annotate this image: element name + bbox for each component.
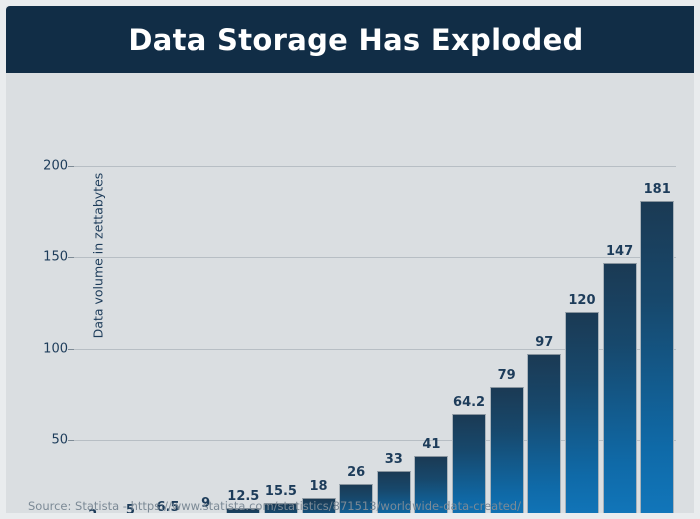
bar-value-label: 147	[605, 243, 634, 259]
bar-value-label: 181	[643, 181, 671, 197]
bar-value-label: 5	[125, 502, 135, 518]
chart-panel: Data volume in zettabytes 050100150200 2…	[6, 73, 694, 513]
bar-2022[interactable]	[527, 353, 562, 513]
bar-value-label: 18	[309, 479, 328, 495]
gridline	[74, 439, 676, 441]
source-note: Source: Statista - https://www.statista.…	[28, 499, 521, 513]
bar-value-label: 120	[568, 293, 596, 308]
bar-value-label: 33	[384, 451, 403, 467]
y-axis-tick-marks	[68, 166, 76, 513]
bar-2020[interactable]	[452, 413, 487, 513]
bar-2024[interactable]	[602, 262, 637, 513]
gridline	[74, 348, 676, 350]
bar-value-label: 64.2	[453, 394, 486, 410]
bar-value-label: 12.5	[227, 489, 260, 505]
y-axis-tick-label: 150	[43, 249, 68, 265]
page-title: Data Storage Has Exploded	[128, 22, 584, 57]
y-axis-tick-mark	[68, 166, 75, 167]
bar-value-label: 2	[88, 508, 98, 519]
bar-2015[interactable]	[263, 502, 298, 513]
gridline	[74, 257, 676, 259]
bar-value-label: 41	[422, 437, 441, 453]
plot-area: 2 5 6.5 9 12.5 15.5 18 26 33 41 64.2 79 97 120 147 181	[74, 166, 676, 519]
bar-2013[interactable]	[189, 515, 223, 519]
bar-value-label: 15.5	[264, 483, 297, 499]
y-axis-tick-label: 50	[51, 432, 68, 448]
bar-value-label: 79	[497, 367, 516, 383]
bar-value-label: 6.5	[156, 500, 180, 516]
y-axis-tick-mark	[68, 439, 75, 441]
bar-2025[interactable]	[640, 200, 675, 513]
chart-header: Data Storage Has Exploded	[6, 6, 694, 73]
bar-2021[interactable]	[489, 386, 524, 513]
y-axis-tick-labels: 050100150200	[26, 159, 68, 513]
bar-2019[interactable]	[414, 456, 449, 513]
bar-2016[interactable]	[301, 498, 336, 513]
bar-value-label: 26	[347, 464, 366, 480]
bar-2014[interactable]	[226, 508, 261, 513]
y-axis-tick-mark	[68, 257, 75, 259]
y-axis-tick-mark	[68, 348, 75, 350]
bar-2017[interactable]	[339, 483, 374, 513]
bar-value-label: 9	[201, 495, 211, 511]
gridline	[74, 166, 676, 167]
bar-2018[interactable]	[376, 470, 411, 513]
y-axis-tick-label: 200	[43, 158, 68, 174]
y-axis-tick-label: 100	[43, 341, 68, 356]
bar-value-label: 97	[535, 334, 554, 350]
bar-2023[interactable]	[564, 312, 599, 513]
